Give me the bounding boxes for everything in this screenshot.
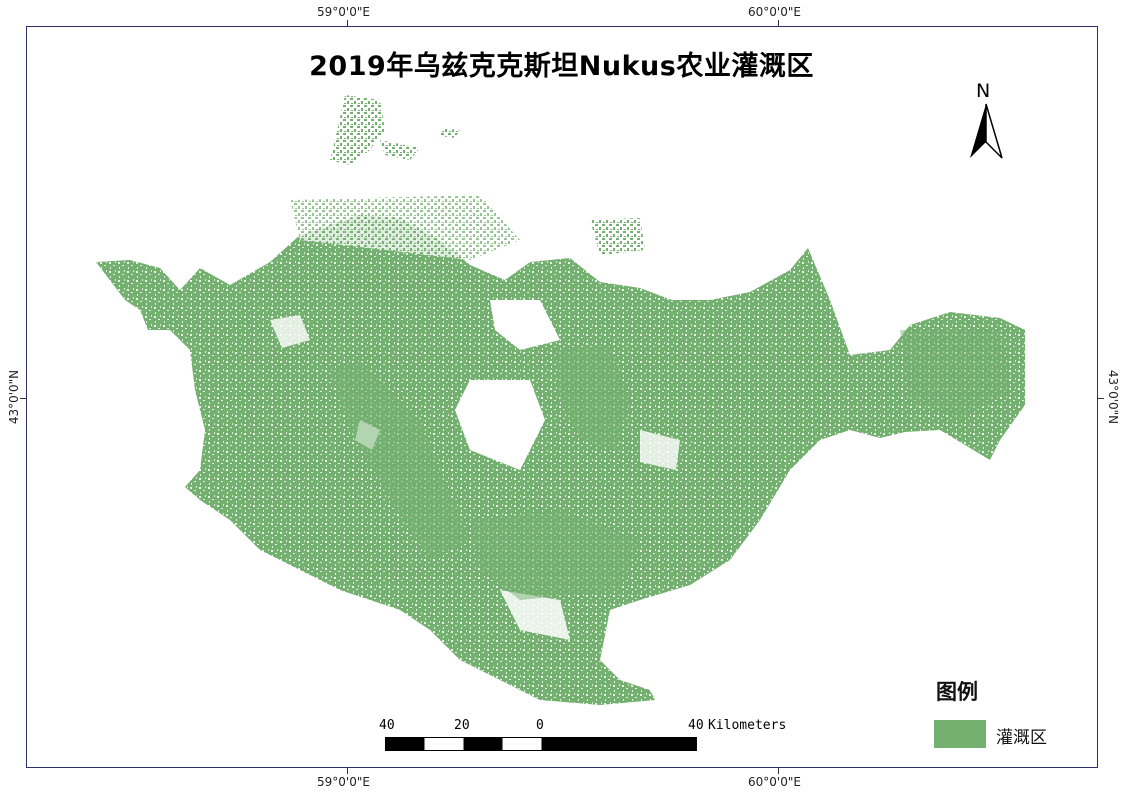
legend: 图例 灌溉区 bbox=[930, 676, 1090, 756]
scale-label-20: 20 bbox=[454, 718, 470, 733]
north-arrow-icon bbox=[970, 103, 1003, 159]
tick-bottom-59e bbox=[347, 768, 348, 774]
scale-bar-graphic bbox=[385, 737, 697, 751]
tick-top-59e bbox=[347, 20, 348, 26]
scale-label-40-left: 40 bbox=[379, 718, 395, 733]
graticule-bottom-60e: 60°0'0"E bbox=[748, 775, 801, 789]
north-arrow: N bbox=[964, 80, 1008, 164]
legend-title: 图例 bbox=[936, 680, 978, 704]
tick-top-60e bbox=[778, 20, 779, 26]
irrigated-region-main bbox=[96, 215, 1025, 705]
irrigated-region-north bbox=[330, 95, 385, 165]
map-frame bbox=[26, 26, 1098, 768]
north-arrow-label: N bbox=[976, 80, 991, 102]
graticule-bottom-59e: 59°0'0"E bbox=[317, 775, 370, 789]
scale-label-40-right: 40 bbox=[688, 718, 704, 733]
map-title: 2019年乌兹克克斯坦Nukus农业灌溉区 bbox=[309, 51, 814, 82]
legend-swatch-irrigated bbox=[934, 720, 986, 748]
graticule-top-59e: 59°0'0"E bbox=[317, 5, 370, 19]
legend-label-irrigated: 灌溉区 bbox=[996, 728, 1047, 748]
tick-bottom-60e bbox=[778, 768, 779, 774]
scale-unit: Kilometers bbox=[708, 718, 787, 733]
scale-label-0: 0 bbox=[536, 718, 544, 733]
scale-bar: 40 20 0 40 Kilometers bbox=[370, 718, 810, 758]
graticule-top-60e: 60°0'0"E bbox=[748, 5, 801, 19]
tick-left-43n bbox=[20, 398, 26, 399]
tick-right-43n bbox=[1098, 398, 1104, 399]
